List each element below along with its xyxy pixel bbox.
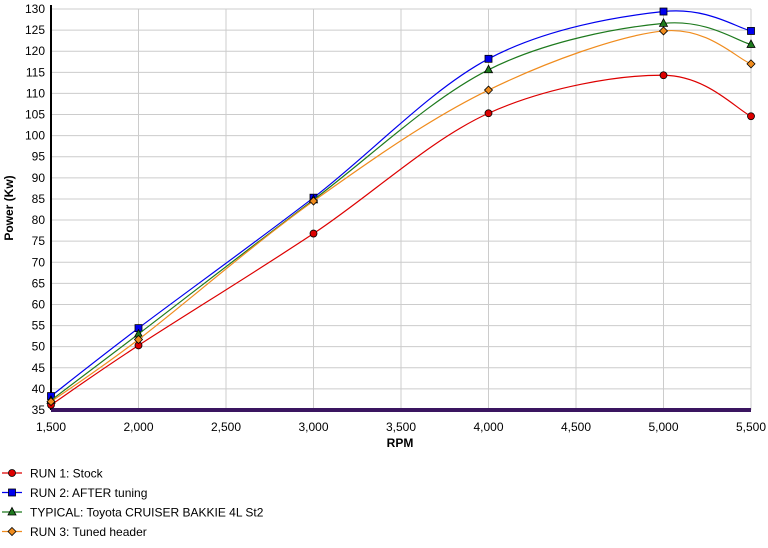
data-point <box>483 85 494 95</box>
legend-item: RUN 3: Tuned header <box>2 525 147 539</box>
data-point <box>46 396 56 407</box>
x-tick-label: 3,500 <box>386 420 416 434</box>
legend-label: TYPICAL: Toyota CRUISER BAKKIE 4L St2 <box>30 506 264 520</box>
data-point <box>658 18 669 27</box>
y-axis-title: Power (Kw) <box>2 175 16 240</box>
series-4 <box>46 26 756 407</box>
data-point <box>484 109 493 118</box>
y-tick-label: 100 <box>25 129 45 143</box>
x-tick-label: 5,000 <box>648 420 678 434</box>
data-point <box>747 27 755 35</box>
y-tick-label: 115 <box>26 65 45 79</box>
data-point <box>658 26 669 36</box>
y-tick-label: 50 <box>32 340 46 354</box>
legend-swatch-marker <box>7 526 17 537</box>
y-tick-label: 55 <box>32 319 46 333</box>
legend-swatch-marker <box>8 488 16 497</box>
data-point <box>133 334 144 345</box>
data-point <box>746 59 756 69</box>
y-tick-label: 35 <box>32 403 46 417</box>
y-tick-label: 120 <box>25 44 45 58</box>
y-tick-label: 45 <box>32 361 46 375</box>
x-tick-label: 4,000 <box>473 420 503 434</box>
y-tick-label: 40 <box>32 382 46 396</box>
grid <box>51 8 752 410</box>
data-point <box>747 112 755 121</box>
axes: 1,500 2,000 2,500 3,000 3,500 4,000 4,500 5,000… <box>25 2 766 434</box>
y-tick-label: 90 <box>32 171 46 185</box>
y-tick-label: 85 <box>32 192 46 206</box>
legend-item: RUN 1: Stock <box>2 467 104 481</box>
legend-label: RUN 2: AFTER tuning <box>30 486 147 500</box>
legend-label: RUN 1: Stock <box>30 467 104 481</box>
y-tick-label: 80 <box>32 213 46 227</box>
y-tick-label: 60 <box>32 297 46 311</box>
legend-item: TYPICAL: Toyota CRUISER BAKKIE 4L St2 <box>2 506 264 520</box>
y-tick-label: 125 <box>25 23 45 37</box>
data-point <box>309 229 318 238</box>
data-point <box>659 71 668 80</box>
y-tick-label: 75 <box>32 234 46 248</box>
y-tick-label: 70 <box>32 255 46 269</box>
data-point <box>308 196 319 206</box>
x-tick-label: 1,500 <box>36 420 66 434</box>
legend-swatch-marker <box>7 506 17 516</box>
x-tick-label: 2,000 <box>123 420 153 434</box>
legend-label: RUN 3: Tuned header <box>30 525 147 539</box>
x-tick-label: 5,500 <box>736 420 766 434</box>
data-point <box>484 54 493 63</box>
x-tick-label: 2,500 <box>211 420 241 434</box>
data-point <box>483 64 494 74</box>
x-axis-title: RPM <box>387 436 414 450</box>
x-tick-label: 3,000 <box>298 420 328 434</box>
plot-series <box>46 7 756 409</box>
legend: RUN 1: Stock RUN 2: AFTER tuning TYPICAL: … <box>2 467 264 539</box>
x-tick-label: 4,500 <box>561 420 591 434</box>
y-tick-label: 110 <box>26 86 45 100</box>
legend-swatch-marker <box>8 469 16 477</box>
y-tick-label: 65 <box>32 276 46 290</box>
y-tick-label: 95 <box>32 150 46 164</box>
legend-item: RUN 2: AFTER tuning <box>2 486 147 500</box>
data-point <box>659 7 668 16</box>
y-tick-label: 130 <box>25 2 45 16</box>
data-point <box>746 39 756 48</box>
y-tick-label: 105 <box>25 108 45 122</box>
